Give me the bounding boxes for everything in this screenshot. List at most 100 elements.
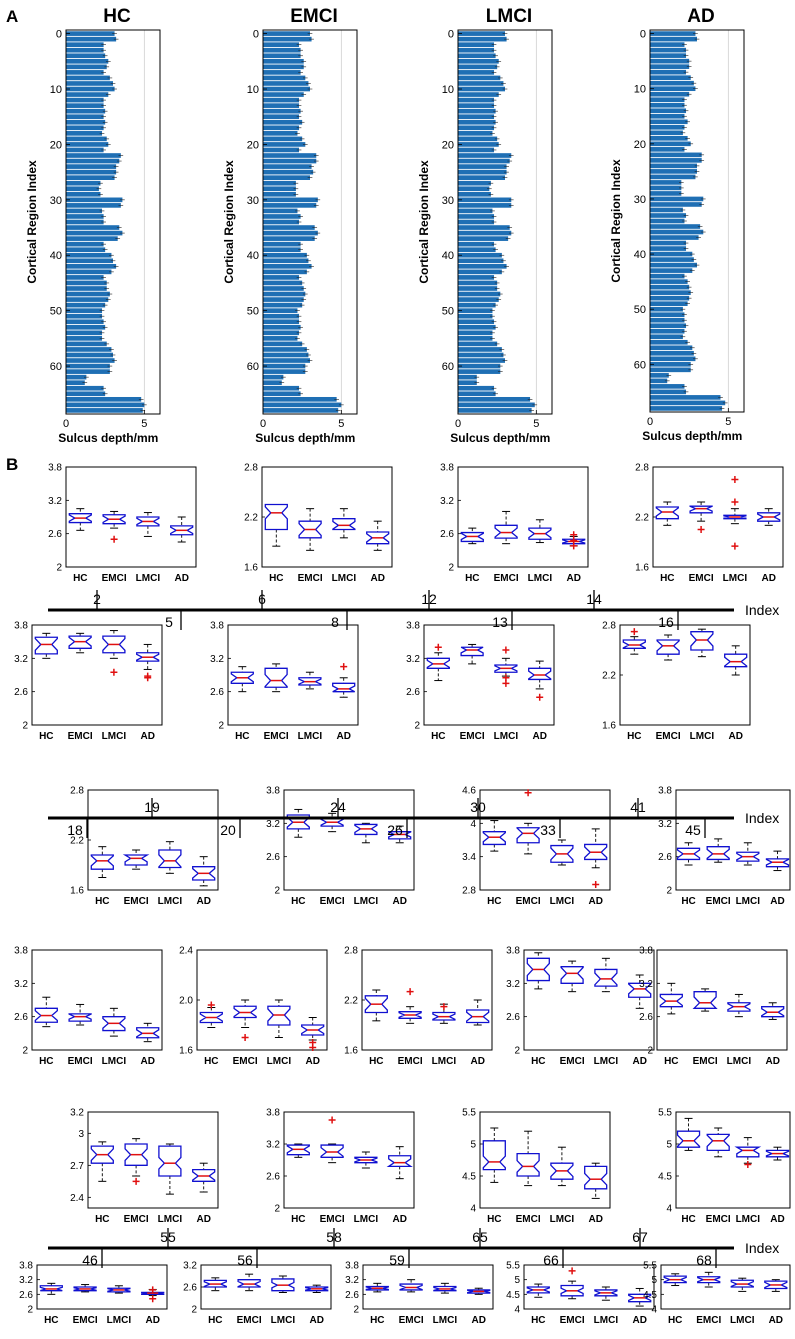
box bbox=[192, 866, 216, 881]
box bbox=[136, 652, 160, 662]
bar bbox=[66, 391, 106, 397]
bar bbox=[263, 219, 300, 225]
bar bbox=[263, 308, 298, 313]
box bbox=[659, 993, 683, 1008]
bar bbox=[458, 58, 499, 64]
bar bbox=[263, 108, 301, 114]
bar bbox=[66, 186, 99, 192]
bar bbox=[650, 124, 685, 130]
group-label: AD bbox=[471, 1315, 485, 1326]
timeline-1: Index 2 5 6 8 12 13 14 16 bbox=[48, 590, 779, 630]
group-label: AD bbox=[588, 896, 602, 907]
bar bbox=[458, 402, 535, 408]
bar bbox=[263, 208, 298, 214]
bar bbox=[66, 247, 106, 253]
bar bbox=[458, 125, 495, 131]
plot-frame bbox=[36, 1264, 168, 1310]
bar bbox=[66, 103, 104, 108]
bar bbox=[263, 136, 303, 142]
outlier-marker bbox=[744, 1160, 752, 1168]
bar bbox=[458, 180, 491, 186]
bar bbox=[458, 103, 495, 108]
plot-frame bbox=[65, 29, 161, 415]
y-tick-label: 2 bbox=[27, 1305, 33, 1316]
box bbox=[68, 1013, 92, 1022]
timeline-tick-label: 26 bbox=[387, 822, 403, 838]
box bbox=[34, 1007, 58, 1023]
chart-title: HC bbox=[103, 6, 131, 27]
bar bbox=[263, 324, 301, 330]
group-label: HC bbox=[235, 731, 249, 742]
bar bbox=[458, 286, 498, 291]
bar bbox=[263, 313, 300, 319]
group-label: LMCI bbox=[690, 731, 715, 742]
bar bbox=[263, 191, 296, 197]
y-tick-label: 2 bbox=[414, 721, 420, 732]
bar bbox=[66, 241, 104, 247]
bar bbox=[66, 136, 107, 142]
box bbox=[264, 667, 288, 688]
group-label: AD bbox=[770, 896, 784, 907]
y-tick-label: 2.8 bbox=[70, 786, 84, 797]
bar bbox=[650, 268, 693, 273]
box-plot-index-16: 1.6 2.2 2.8 HC EMCI LMCI AD bbox=[635, 463, 784, 584]
bar bbox=[66, 252, 112, 258]
group-label: LMCI bbox=[298, 731, 323, 742]
bar bbox=[66, 313, 103, 319]
box bbox=[494, 664, 518, 673]
bar bbox=[650, 240, 687, 246]
y-tick-label: 10 bbox=[634, 84, 646, 96]
group-label: LMCI bbox=[550, 896, 575, 907]
box bbox=[689, 505, 713, 514]
plot-frame bbox=[652, 466, 784, 568]
group-label: HC bbox=[531, 1315, 545, 1326]
bar bbox=[650, 334, 683, 340]
y-tick-label: 3.8 bbox=[48, 463, 62, 474]
bar bbox=[458, 369, 501, 374]
outlier-marker bbox=[132, 1177, 140, 1185]
bar bbox=[66, 380, 85, 386]
group-label: AD bbox=[145, 1315, 159, 1326]
y-tick-label: 50 bbox=[247, 306, 259, 318]
y-tick-label: 3.2 bbox=[266, 1140, 280, 1151]
group-label: EMCI bbox=[516, 896, 541, 907]
box bbox=[354, 1156, 378, 1164]
bar bbox=[458, 97, 495, 103]
timeline-tick-label: 8 bbox=[331, 614, 339, 630]
group-label: EMCI bbox=[298, 573, 323, 584]
bar bbox=[66, 147, 104, 153]
box bbox=[73, 1286, 97, 1292]
bar bbox=[263, 269, 307, 275]
bar bbox=[263, 214, 301, 219]
y-tick-label: 3.8 bbox=[658, 786, 672, 797]
y-tick-label: 5 bbox=[514, 1275, 520, 1286]
timeline-label: Index bbox=[745, 810, 779, 826]
panel-b-box-plots: 2 2.6 3.2 3.8 HC EMCI LMCI AD 1.6 2.2 2.8 HC EMCI LMC… bbox=[14, 463, 791, 1326]
bar bbox=[458, 341, 498, 347]
box bbox=[102, 635, 126, 654]
bar bbox=[66, 175, 115, 180]
y-tick-label: 3.2 bbox=[183, 1261, 197, 1272]
plot-frame bbox=[675, 789, 791, 891]
group-label: HC bbox=[208, 1315, 222, 1326]
bar bbox=[650, 406, 723, 411]
y-tick-label: 2 bbox=[274, 1204, 280, 1215]
group-label: LMCI bbox=[730, 1315, 755, 1326]
group-label: AD bbox=[765, 1056, 779, 1067]
bar bbox=[650, 80, 694, 86]
timeline-tick-label: 12 bbox=[421, 591, 437, 607]
group-label: EMCI bbox=[706, 896, 731, 907]
y-tick-label: 30 bbox=[50, 195, 62, 207]
bar bbox=[263, 70, 301, 75]
box bbox=[107, 1287, 131, 1293]
group-label: LMCI bbox=[528, 573, 553, 584]
bar bbox=[650, 36, 697, 42]
y-tick-label: 3 bbox=[78, 1129, 84, 1140]
bar bbox=[66, 269, 112, 275]
box bbox=[233, 1005, 257, 1019]
plot-frame bbox=[479, 1111, 611, 1209]
bar bbox=[263, 36, 312, 42]
box bbox=[102, 514, 126, 525]
box bbox=[366, 531, 390, 545]
box bbox=[765, 858, 790, 868]
